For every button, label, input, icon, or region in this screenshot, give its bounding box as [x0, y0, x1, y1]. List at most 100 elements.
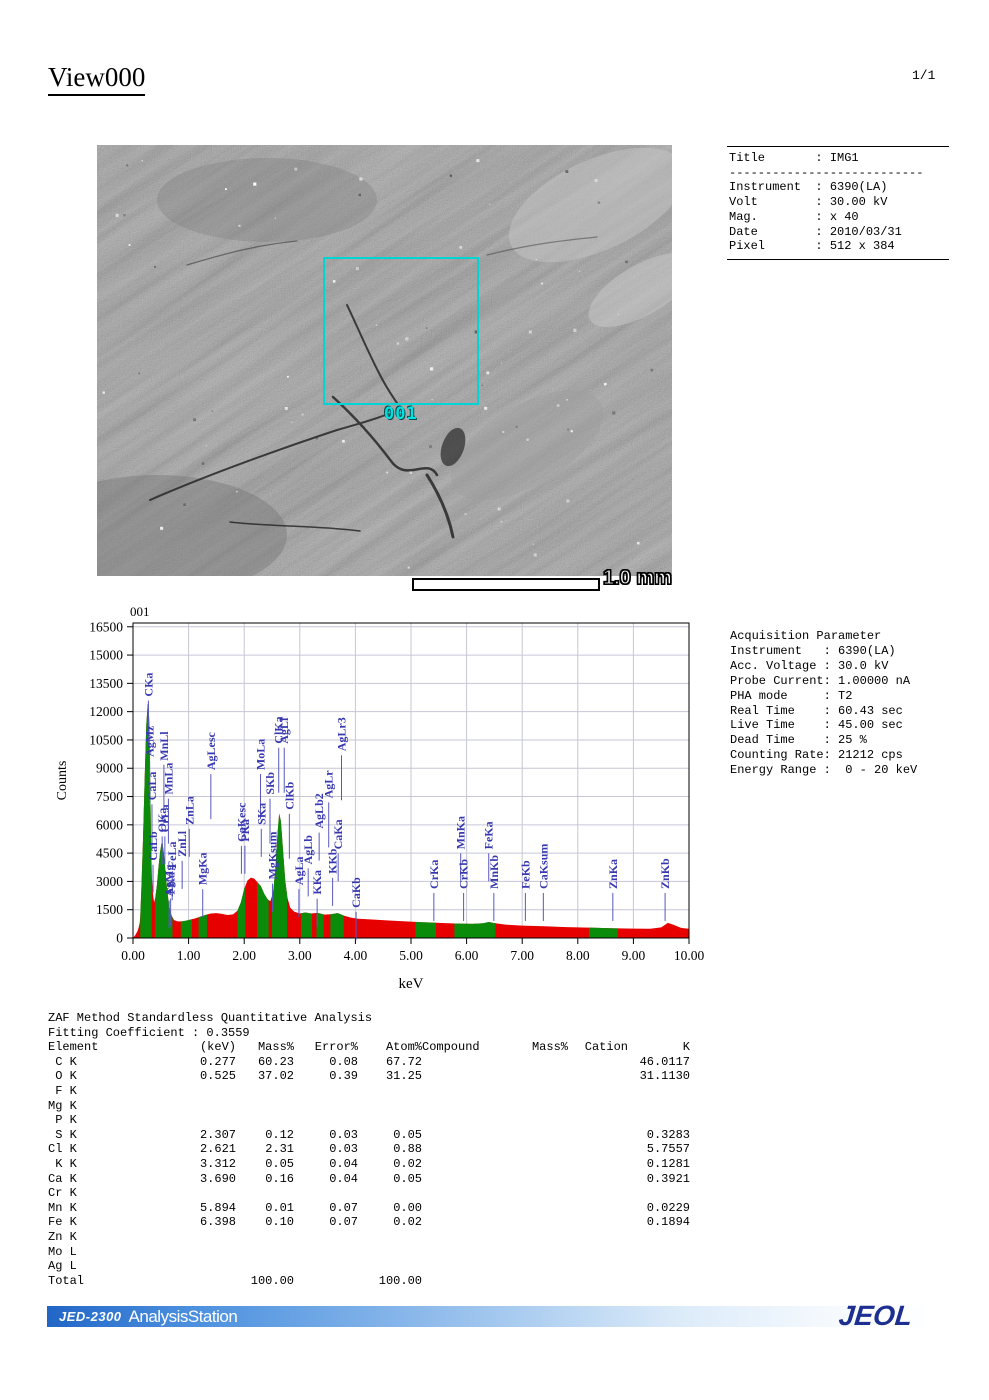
table-cell	[422, 1201, 512, 1216]
table-cell	[628, 1084, 690, 1099]
table-cell: 3.312	[199, 1156, 236, 1171]
column-header: Atom%	[385, 1040, 422, 1055]
svg-text:4.00: 4.00	[344, 948, 368, 963]
table-row: Cr K	[48, 1186, 690, 1201]
quant-analysis: ZAF Method Standardless Quantitative Ana…	[48, 1011, 690, 1288]
table-cell	[568, 1069, 628, 1084]
peak-label: ZnKb	[658, 858, 672, 889]
column-header: Element	[48, 1040, 99, 1055]
table-cell: Ag L	[48, 1259, 77, 1274]
table-cell: 0.1281	[646, 1156, 690, 1171]
table-cell: P K	[48, 1113, 77, 1128]
peak-label: ZnKa	[606, 859, 620, 889]
eds-spectrum-chart: 0 1500 3000 4500 6000 7500 9000 10500 12000 13500…	[50, 598, 720, 1008]
info-line: Volt : 30.00 kV	[729, 195, 888, 210]
table-cell	[568, 1055, 628, 1070]
info-line: Pixel : 512 x 384	[729, 239, 895, 254]
peak-label: AgLb	[301, 835, 315, 865]
table-cell	[358, 1113, 422, 1128]
product-name: AnalysisStation	[128, 1306, 238, 1326]
table-cell	[568, 1215, 628, 1230]
table-cell	[512, 1084, 568, 1099]
svg-text:7500: 7500	[96, 789, 123, 804]
table-cell	[294, 1245, 358, 1260]
table-cell	[422, 1142, 512, 1157]
footer-bar: JED-2300 AnalysisStation	[47, 1306, 924, 1327]
acquisition-line: PHA mode : T2	[730, 688, 853, 703]
table-cell: 37.02	[257, 1069, 294, 1084]
acquisition-line: Live Time : 45.00 sec	[730, 718, 903, 733]
peak-label: MgKa	[196, 853, 210, 886]
table-cell: 0.1894	[646, 1215, 690, 1230]
table-cell: F K	[48, 1083, 77, 1098]
table-cell: 0.3921	[646, 1171, 690, 1186]
table-cell	[294, 1230, 358, 1245]
info-line: ---------------------------	[729, 165, 924, 180]
table-cell: 0.03	[329, 1142, 358, 1157]
acquisition-line: Acquisition Parameter	[730, 629, 882, 643]
table-cell: 0.01	[265, 1200, 294, 1215]
table-cell	[236, 1084, 294, 1099]
peak-label: CrKb	[457, 859, 471, 889]
table-cell: O K	[48, 1069, 77, 1084]
peak-label: MnLl	[157, 731, 171, 761]
svg-text:0: 0	[116, 931, 123, 946]
peak-label: ClKb	[282, 781, 296, 809]
table-cell	[294, 1274, 358, 1289]
table-cell: 0.0229	[646, 1200, 690, 1215]
table-cell	[236, 1230, 294, 1245]
acquisition-line: Dead Time : 25 %	[730, 733, 867, 748]
table-cell: Fe K	[48, 1215, 77, 1230]
table-cell	[422, 1259, 512, 1274]
table-cell	[628, 1274, 690, 1289]
svg-text:1.00: 1.00	[177, 948, 201, 963]
table-cell	[422, 1172, 512, 1187]
sem-texture	[97, 145, 672, 576]
info-line: Date : 2010/03/31	[729, 224, 902, 239]
table-cell: 0.10	[265, 1215, 294, 1230]
table-cell	[568, 1128, 628, 1143]
svg-text:8.00: 8.00	[566, 948, 590, 963]
table-cell	[236, 1113, 294, 1128]
table-cell	[568, 1230, 628, 1245]
table-cell	[512, 1099, 568, 1114]
table-cell	[236, 1245, 294, 1260]
table-cell	[168, 1113, 236, 1128]
svg-text:0.00: 0.00	[121, 948, 145, 963]
table-cell	[512, 1186, 568, 1201]
peak-label: FeLa	[165, 842, 179, 869]
peak-label: ClKa	[272, 716, 286, 743]
table-cell	[422, 1113, 512, 1128]
svg-text:9000: 9000	[96, 761, 123, 776]
table-cell: Mo L	[48, 1244, 77, 1259]
table-row: O K 0.525 37.02 0.39 31.25 31.1130	[48, 1069, 690, 1084]
table-cell	[568, 1274, 628, 1289]
jeol-logo: JEOL	[837, 1300, 914, 1331]
table-cell	[512, 1245, 568, 1260]
table-cell: 0.03	[329, 1127, 358, 1142]
table-cell	[294, 1186, 358, 1201]
table-cell: 46.0117	[639, 1054, 690, 1069]
table-cell	[422, 1186, 512, 1201]
svg-text:4500: 4500	[96, 846, 123, 861]
table-cell	[294, 1113, 358, 1128]
svg-text:001: 001	[130, 604, 150, 619]
table-cell	[236, 1259, 294, 1274]
table-cell: 31.1130	[639, 1069, 690, 1084]
table-cell	[512, 1230, 568, 1245]
table-cell: 0.3283	[646, 1127, 690, 1142]
table-cell	[568, 1186, 628, 1201]
table-cell: 0.39	[329, 1069, 358, 1084]
table-cell	[236, 1186, 294, 1201]
acquisition-line: Energy Range : 0 - 20 keV	[730, 763, 918, 778]
svg-text:keV: keV	[399, 976, 424, 992]
peak-label: CaKa	[331, 819, 345, 849]
peak-label: MnKa	[454, 816, 468, 849]
peak-label: CaLa	[145, 772, 159, 801]
peak-label: AgLr3	[335, 717, 349, 751]
image-info-box: Title : IMG1 --------------------------- I…	[727, 146, 949, 260]
table-row: F K	[48, 1084, 690, 1099]
table-cell	[422, 1099, 512, 1114]
table-cell: 0.07	[329, 1215, 358, 1230]
table-row: Cl K 2.621 2.31 0.03 0.88 5.7557	[48, 1142, 690, 1157]
